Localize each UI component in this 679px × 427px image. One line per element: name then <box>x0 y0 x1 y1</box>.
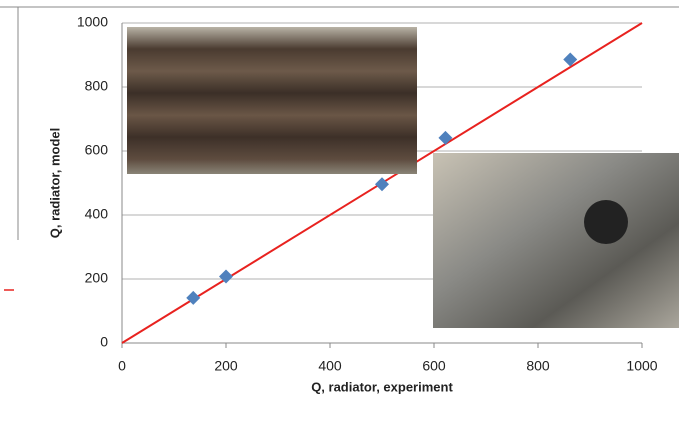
y-tick-label: 0 <box>100 334 108 350</box>
data-point <box>375 177 389 192</box>
data-point <box>186 290 201 305</box>
data-point <box>563 52 578 67</box>
y-tick-label: 800 <box>85 78 109 94</box>
photo-detail <box>584 200 628 244</box>
x-tick-label: 1000 <box>626 358 657 374</box>
x-tick-label: 200 <box>214 358 238 374</box>
x-tick-label: 400 <box>318 358 342 374</box>
y-tick-label: 400 <box>85 206 109 222</box>
x-tick-label: 800 <box>526 358 550 374</box>
y-tick-label: 1000 <box>77 14 108 30</box>
x-axis-title: Q, radiator, experiment <box>311 379 453 394</box>
data-point <box>438 130 453 145</box>
x-tick-label: 0 <box>118 358 126 374</box>
y-tick-label: 600 <box>85 142 109 158</box>
radiator-photo <box>127 27 417 174</box>
data-point <box>219 269 233 284</box>
y-axis-title: Q, radiator, model <box>47 128 62 239</box>
test-rig-photo <box>433 153 679 328</box>
y-tick-label: 200 <box>85 270 109 286</box>
x-tick-label: 600 <box>422 358 446 374</box>
